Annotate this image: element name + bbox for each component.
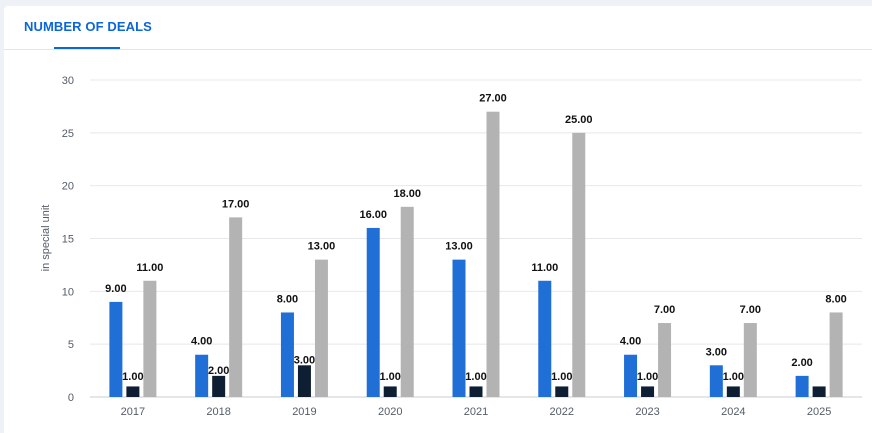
data-label: 16.00 (359, 209, 387, 221)
y-tick-label: 0 (68, 392, 74, 404)
data-label: 9.00 (105, 283, 126, 295)
bar-series-3-2017 (143, 280, 157, 397)
active-tab-indicator (54, 47, 120, 49)
x-tick-label: 2024 (721, 406, 745, 418)
bar-series-1-2021 (452, 259, 466, 397)
bar-series-3-2022 (572, 132, 586, 398)
x-tick-label: 2018 (206, 406, 230, 418)
y-tick-label: 10 (62, 286, 74, 298)
data-label: 1.00 (465, 371, 486, 383)
data-label: 7.00 (654, 304, 675, 316)
bar-series-2-2024 (726, 386, 740, 397)
data-label: 1.00 (380, 371, 401, 383)
x-tick-label: 2022 (550, 406, 574, 418)
tab-number-of-deals[interactable]: NUMBER OF DEALS (24, 19, 152, 34)
bar-series-2-2023 (641, 386, 655, 397)
y-tick-label: 5 (68, 339, 74, 351)
data-label: 1.00 (637, 371, 658, 383)
bar-series-3-2021 (486, 111, 500, 397)
bar-series-2-2025 (812, 386, 826, 397)
bar-series-3-2023 (658, 323, 672, 397)
bar-series-2-2020 (383, 386, 397, 397)
y-tick-label: 15 (62, 234, 74, 246)
bar-series-2-2017 (126, 386, 140, 397)
data-label: 13.00 (445, 241, 473, 253)
bar-series-1-2020 (366, 227, 380, 397)
bar-series-3-2025 (829, 312, 843, 397)
y-tick-label: 20 (62, 181, 74, 193)
bar-series-2-2022 (555, 386, 569, 397)
bar-series-3-2024 (743, 323, 757, 397)
bar-series-2-2018 (212, 375, 226, 397)
bar-series-1-2017 (109, 301, 123, 397)
x-tick-label: 2020 (378, 406, 402, 418)
data-label: 7.00 (740, 304, 761, 316)
y-tick-label: 25 (62, 128, 74, 140)
x-tick-label: 2019 (292, 406, 316, 418)
y-axis-label: in special unit (40, 205, 52, 272)
data-label: 8.00 (277, 293, 298, 305)
data-label: 1.00 (122, 371, 143, 383)
data-label: 27.00 (479, 93, 507, 105)
bar-series-2-2019 (297, 365, 311, 397)
bar-series-1-2024 (709, 365, 723, 397)
data-label: 18.00 (393, 188, 421, 200)
data-label: 2.00 (791, 357, 812, 369)
bar-series-1-2022 (538, 280, 552, 397)
data-label: 11.00 (531, 262, 558, 274)
x-tick-label: 2017 (121, 406, 145, 418)
bar-series-1-2025 (795, 375, 809, 397)
data-label: 11.00 (136, 262, 163, 274)
data-label: 4.00 (620, 336, 641, 348)
x-tick-label: 2025 (807, 406, 831, 418)
bar-series-2-2021 (469, 386, 483, 397)
bar-series-3-2018 (229, 217, 243, 397)
bar-series-3-2020 (400, 206, 414, 397)
x-tick-label: 2021 (464, 406, 488, 418)
tab-bar: NUMBER OF DEALS (4, 6, 872, 50)
data-label: 17.00 (222, 198, 250, 210)
data-label: 13.00 (308, 241, 336, 253)
data-label: 3.00 (294, 354, 315, 366)
data-label: 1.00 (723, 371, 744, 383)
bar-series-3-2019 (314, 259, 328, 397)
data-label: 3.00 (706, 346, 727, 358)
data-label: 2.00 (208, 365, 229, 377)
data-label: 4.00 (191, 336, 212, 348)
data-label: 1.00 (551, 371, 572, 383)
bar-series-1-2023 (624, 354, 638, 397)
x-tick-label: 2023 (635, 406, 659, 418)
bar-series-1-2018 (195, 354, 209, 397)
data-label: 25.00 (565, 114, 593, 126)
data-label: 8.00 (825, 293, 846, 305)
bar-series-1-2019 (280, 312, 294, 397)
y-tick-label: 30 (62, 75, 74, 87)
